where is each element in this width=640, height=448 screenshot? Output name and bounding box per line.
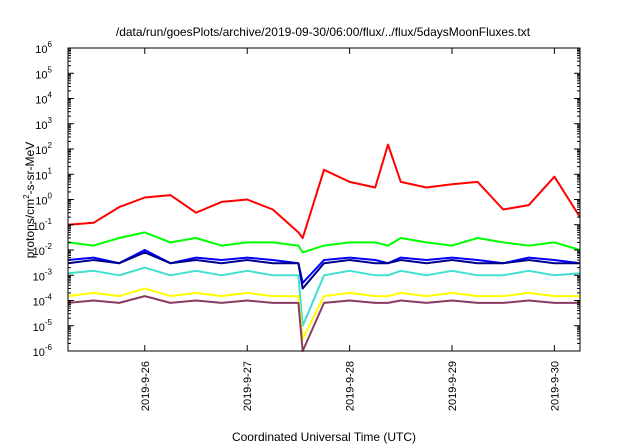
series-line-6 (67, 287, 580, 340)
y-axis-label-suffix: -s-sr-MeV (23, 142, 37, 195)
y-tick-label: 100 (35, 192, 52, 208)
series-line-5 (67, 266, 581, 327)
series-line-2 (67, 231, 581, 254)
x-tick-label: 2019-9-28 (345, 361, 357, 411)
series-line-4 (67, 251, 580, 290)
y-tick-label: 10-1 (33, 217, 53, 233)
x-tick-label: 2019-9-26 (140, 361, 152, 411)
x-axis: 2019-9-26 2019-9-27 2019-9-28 2019-9-29 2019… (140, 48, 561, 411)
y-axis-label-unit: protons/cm (23, 199, 37, 258)
chart-title: /data/run/goesPlots/archive/2019-09-30/0… (116, 25, 531, 39)
y-axis-label-exponent: 2 (22, 194, 31, 199)
x-axis-label: Coordinated Universal Time (UTC) (232, 430, 416, 444)
y-tick-label: 103 (35, 116, 52, 132)
y-tick-label: 10-2 (33, 242, 53, 258)
y-tick-label: 104 (35, 91, 52, 107)
y-tick-label: 10-4 (33, 293, 53, 309)
y-axis-label: protons/cm2-s-sr-MeV (22, 142, 37, 258)
y-tick-label: 101 (35, 166, 52, 182)
series-line-1 (67, 143, 581, 239)
series-layer (67, 143, 581, 352)
y-tick-label: 105 (35, 65, 52, 81)
y-tick-label: 10-3 (33, 267, 53, 283)
y-tick-label: 10-5 (33, 318, 53, 334)
y-tick-label: 106 (35, 40, 52, 56)
y-axis: 10-6 10-5 10-4 10-3 10-2 10-1 100 101 102 103 104 1… (33, 40, 580, 359)
x-tick-label: 2019-9-27 (242, 361, 254, 411)
series-line-7 (67, 295, 580, 352)
plot-area: 10-6 10-5 10-4 10-3 10-2 10-1 100 101 102 103 104 1… (33, 40, 581, 411)
x-tick-label: 2019-9-29 (447, 361, 459, 411)
plot-frame (67, 47, 581, 352)
x-tick-label: 2019-9-30 (549, 361, 561, 411)
series-line-3 (67, 249, 581, 284)
y-tick-label: 102 (35, 141, 52, 157)
y-tick-label: 10-6 (33, 343, 53, 359)
